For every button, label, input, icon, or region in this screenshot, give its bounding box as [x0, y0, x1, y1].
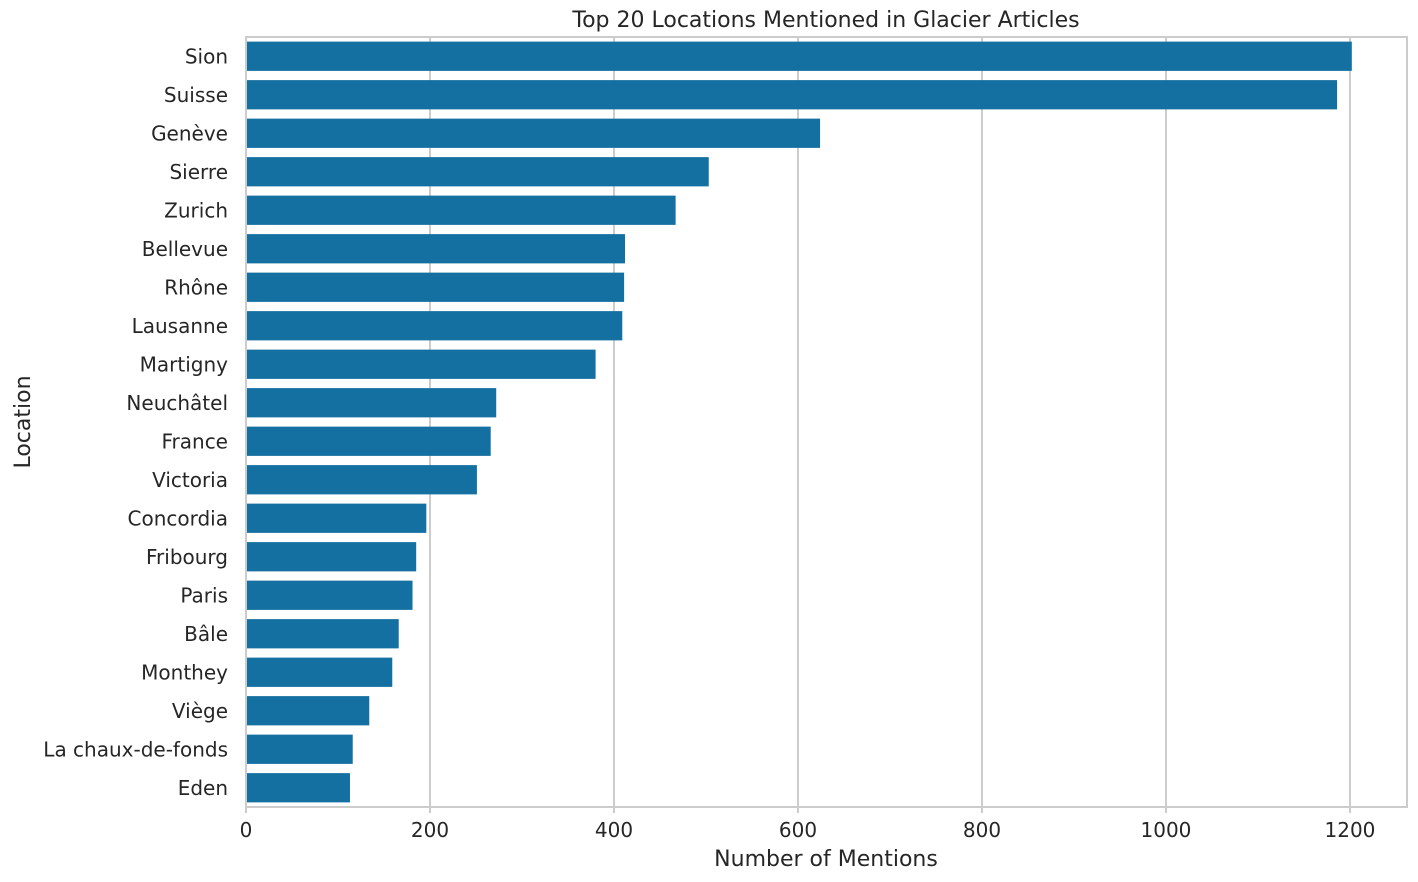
y-tick-label: France	[161, 429, 228, 453]
y-tick-label: Viège	[172, 699, 228, 723]
x-tick-label: 200	[411, 818, 449, 842]
bar	[247, 157, 709, 187]
y-tick-label: Concordia	[128, 506, 229, 530]
bar	[247, 234, 626, 264]
y-tick-label: Genève	[151, 121, 228, 145]
y-tick-label: Monthey	[141, 660, 228, 684]
y-tick-label: Fribourg	[146, 545, 228, 569]
bar	[247, 503, 427, 533]
y-tick-label: Neuchâtel	[126, 391, 228, 415]
y-tick-label: Paris	[180, 583, 228, 607]
bar	[247, 118, 821, 148]
chart-title: Top 20 Locations Mentioned in Glacier Ar…	[571, 8, 1079, 33]
bar	[247, 465, 477, 495]
y-tick-label: Victoria	[152, 468, 228, 492]
bar	[247, 80, 1338, 110]
x-axis-ticks: 0 200 400 600 800 1000 1200	[240, 807, 1376, 842]
bar	[247, 773, 350, 803]
y-tick-label: Bâle	[184, 622, 228, 646]
bar	[247, 542, 417, 572]
bar	[247, 696, 370, 726]
x-axis-title: Number of Mentions	[714, 847, 938, 872]
x-tick-label: 0	[240, 818, 253, 842]
y-axis-title: Location	[11, 375, 36, 468]
y-tick-label: Martigny	[140, 352, 229, 376]
bar	[247, 311, 623, 341]
gridlines	[428, 37, 1351, 807]
plot-frame	[245, 36, 1408, 808]
y-tick-label: Zurich	[164, 198, 228, 222]
x-tick-label: 1000	[1141, 818, 1192, 842]
y-tick-label: Rhône	[164, 275, 228, 299]
y-tick-label: Suisse	[164, 83, 228, 107]
bar	[247, 388, 497, 418]
y-tick-label: Bellevue	[142, 237, 228, 261]
bar	[247, 619, 399, 649]
y-tick-label: Sierre	[169, 160, 228, 184]
bars	[247, 41, 1352, 803]
bar	[247, 349, 596, 379]
x-tick-label: 400	[595, 818, 633, 842]
bar	[247, 272, 625, 302]
y-axis-ticks: Sion Suisse Genève Sierre Zurich Bellevue Rhôn…	[43, 44, 228, 800]
y-tick-label: Eden	[178, 776, 228, 800]
bar	[247, 426, 491, 456]
x-tick-label: 600	[779, 818, 817, 842]
bar	[247, 734, 353, 764]
bar	[247, 195, 676, 225]
x-tick-label: 800	[963, 818, 1001, 842]
y-tick-label: Sion	[185, 44, 228, 68]
y-tick-label: La chaux-de-fonds	[43, 737, 228, 761]
bar	[247, 580, 413, 610]
x-tick-label: 1200	[1325, 818, 1376, 842]
y-tick-label: Lausanne	[132, 314, 228, 338]
bar	[247, 657, 393, 687]
bar	[247, 41, 1352, 71]
